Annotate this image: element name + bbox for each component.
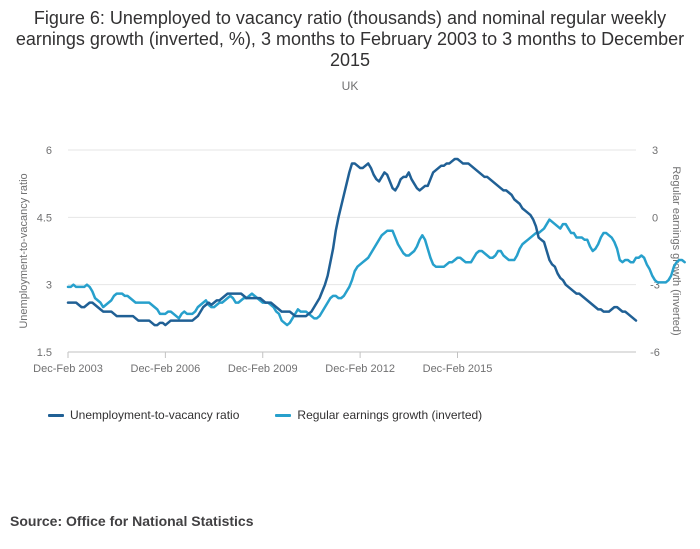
chart-subtitle: UK: [341, 79, 359, 93]
legend-swatch-earnings-growth: [275, 413, 292, 417]
y-left-tick-label: 6: [46, 145, 52, 157]
y-right-tick-label: 0: [652, 212, 658, 224]
x-tick-label: Dec-Feb 2009: [228, 363, 298, 375]
y-left-axis-title: Unemployment-to-vacancy ratio: [18, 173, 30, 328]
x-tick-label: Dec-Feb 2015: [423, 363, 493, 375]
y-left-tick-label: 4.5: [37, 212, 52, 224]
source-note: Source: Office for National Statistics: [10, 513, 254, 529]
y-right-tick-label: -3: [650, 280, 660, 292]
x-tick-label: Dec-Feb 2003: [33, 363, 103, 375]
series-line-earnings-growth: [66, 218, 686, 327]
legend-swatch-unemployment-ratio: [48, 413, 64, 417]
legend: Unemployment-to-vacancy ratio Regular ea…: [48, 408, 518, 422]
legend-item-unemployment-ratio[interactable]: Unemployment-to-vacancy ratio: [48, 408, 239, 422]
legend-item-earnings-growth[interactable]: Regular earnings growth (inverted): [275, 408, 482, 422]
x-tick-label: Dec-Feb 2012: [325, 363, 395, 375]
legend-label-unemployment-ratio: Unemployment-to-vacancy ratio: [70, 408, 240, 422]
x-tick-label: Dec-Feb 2006: [131, 363, 201, 375]
y-right-axis-title: Regular earnings growth (inverted): [670, 166, 682, 335]
chart-title: Figure 6: Unemployed to vacancy ratio (t…: [15, 8, 685, 70]
legend-label-earnings-growth: Regular earnings growth (inverted): [297, 408, 483, 422]
series-line-unemployment-ratio: [66, 157, 638, 327]
y-right-tick-label: 3: [652, 145, 658, 157]
y-left-tick-label: 3: [46, 280, 52, 292]
y-right-tick-label: -6: [650, 347, 660, 359]
y-left-tick-label: 1.5: [37, 347, 52, 359]
